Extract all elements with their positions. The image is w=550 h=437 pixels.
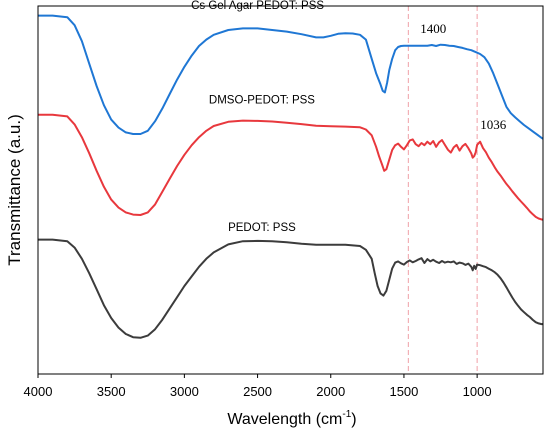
x-axis-title-superscript: -1 <box>342 409 351 420</box>
series-line-1 <box>38 14 544 140</box>
x-axis-title: Wavelength (cm-1) <box>227 409 356 428</box>
annotation-2: 1036 <box>480 117 507 132</box>
x-tick-label: 3500 <box>97 384 126 399</box>
x-axis-title-main: Wavelength (cm <box>227 411 342 428</box>
x-tick-label: 1500 <box>389 384 418 399</box>
series-label-3: PEDOT: PSS <box>228 222 296 234</box>
series-label-2: DMSO-PEDOT: PSS <box>209 95 315 107</box>
x-tick-label: 1000 <box>463 384 492 399</box>
plot-frame <box>37 5 544 375</box>
series-line-2 <box>38 113 544 221</box>
x-tick-label: 2500 <box>243 384 272 399</box>
y-axis-title: Transmittance (a.u.) <box>5 114 24 265</box>
x-axis-ticks: 4000 3500 3000 2500 2000 1500 1000 <box>24 374 492 399</box>
x-axis-title-close: ) <box>351 411 356 428</box>
x-tick-label: 3000 <box>170 384 199 399</box>
x-tick-label: 2000 <box>316 384 345 399</box>
x-tick-label: 4000 <box>24 384 53 399</box>
annotation-1: 1400 <box>420 21 446 36</box>
series-line-3 <box>38 238 543 339</box>
